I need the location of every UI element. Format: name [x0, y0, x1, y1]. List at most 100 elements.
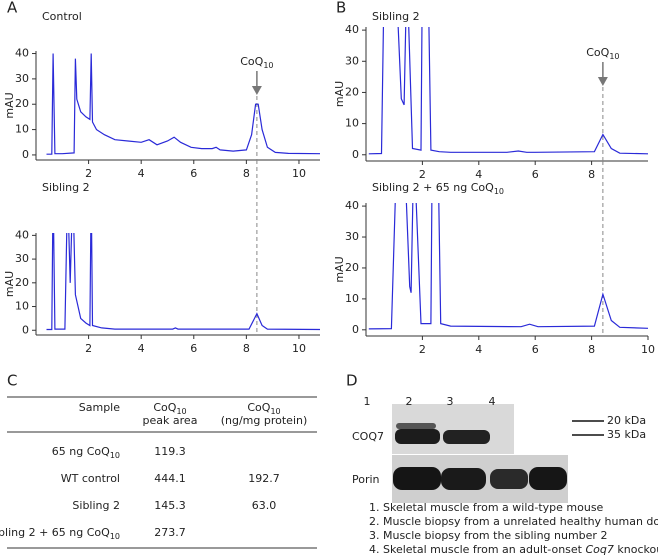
- lane-label: 2: [406, 395, 413, 408]
- table-header: (ng/mg protein): [221, 414, 308, 427]
- lane-label: 1: [364, 395, 371, 408]
- x-tick-label: 4: [138, 342, 145, 355]
- x-tick-label: 8: [243, 342, 250, 355]
- chart-title: Sibling 2: [372, 10, 420, 23]
- table-header: peak area: [143, 414, 198, 427]
- y-axis-label: mAU: [3, 92, 16, 118]
- chart-title: Sibling 2 + 65 ng CoQ10: [372, 181, 504, 196]
- x-tick-label: 2: [419, 168, 426, 181]
- table-cell: Sibling 2 + 65 ng CoQ10: [0, 526, 120, 541]
- protein-label: COQ7: [352, 430, 384, 443]
- x-tick-label: 10: [292, 167, 306, 180]
- y-tick-label: 10: [345, 292, 359, 305]
- chromatogram-line: [368, 27, 648, 155]
- table-cell: 444.1: [154, 472, 186, 485]
- panel-label: A: [7, 0, 18, 17]
- marker-label: 20 kDa: [607, 414, 646, 427]
- x-tick-label: 10: [641, 343, 655, 356]
- chromatogram-line: [46, 233, 320, 331]
- y-tick-label: 0: [22, 323, 29, 336]
- y-tick-label: 0: [22, 148, 29, 161]
- table-header-part: (ng/mg protein): [221, 414, 308, 427]
- x-tick-label: 2: [85, 342, 92, 355]
- legend-item-part: Coq7: [586, 543, 614, 556]
- lane-label: 3: [447, 395, 454, 408]
- y-tick-label: 20: [15, 276, 29, 289]
- peak-annotation-part: CoQ: [586, 46, 609, 59]
- table-header-part: 10: [270, 407, 280, 416]
- x-tick-label: 4: [475, 168, 482, 181]
- y-tick-label: 30: [15, 252, 29, 265]
- y-tick-label: 40: [15, 47, 29, 60]
- x-tick-label: 6: [190, 342, 197, 355]
- y-tick-label: 0: [352, 148, 359, 161]
- y-tick-label: 20: [345, 261, 359, 274]
- table-cell: 65 ng CoQ10: [52, 445, 120, 460]
- chart-title-part: Sibling 2: [42, 181, 90, 194]
- table-header: Sample: [79, 401, 120, 414]
- table-header-part: peak area: [143, 414, 198, 427]
- chromatogram: Sibling 2 mAU 0 10 20 30 40 2 4 6 8 10: [3, 160, 320, 355]
- legend-item-part: 4. Skeletal muscle from an adult-onset: [369, 543, 586, 556]
- legend-item: 4. Skeletal muscle from an adult-onset C…: [369, 543, 658, 556]
- chromatogram: Sibling 2 + 65 ng CoQ10 mAU 0 10 20 30 40 2 4 6 8 1…: [333, 161, 655, 356]
- chart-title-part: 10: [494, 187, 504, 196]
- chart-title-part: Control: [42, 10, 82, 23]
- panel-label: D: [346, 372, 358, 390]
- legend-item-part: knockout mouse: [614, 543, 658, 556]
- legend-item: 3. Muscle biopsy from the sibling number…: [369, 529, 607, 542]
- table-cell-part: 65 ng CoQ: [52, 445, 110, 458]
- y-tick-label: 0: [352, 323, 359, 336]
- x-tick-label: 6: [532, 168, 539, 181]
- x-tick-label: 10: [292, 342, 306, 355]
- panel-label: B: [336, 0, 346, 17]
- table-cell: WT control: [61, 472, 120, 485]
- y-axis-label: mAU: [333, 81, 346, 107]
- peak-annotation-part: 10: [263, 61, 273, 70]
- table-cell-part: 10: [110, 532, 120, 541]
- y-tick-label: 30: [345, 230, 359, 243]
- x-tick-label: 2: [419, 343, 426, 356]
- y-tick-label: 10: [15, 123, 29, 136]
- chart-title: Control: [42, 10, 82, 23]
- peak-annotation: CoQ10: [586, 46, 619, 61]
- x-tick-label: 8: [588, 168, 595, 181]
- peak-annotation-part: 10: [609, 52, 619, 61]
- x-tick-label: 2: [85, 167, 92, 180]
- legend-item: 2. Muscle biopsy from a unrelated health…: [369, 515, 658, 528]
- table-cell-part: 10: [110, 451, 120, 460]
- x-tick-label: 4: [475, 343, 482, 356]
- table-cell-part: Sibling 2 + 65 ng CoQ: [0, 526, 110, 539]
- y-tick-label: 30: [345, 54, 359, 67]
- table-header-part: Sample: [79, 401, 120, 414]
- annotation-arrowhead: [251, 86, 262, 95]
- chart-title: Sibling 2: [42, 181, 90, 194]
- peak-annotation-part: CoQ: [240, 55, 263, 68]
- table-cell: 145.3: [154, 499, 186, 512]
- table-header: CoQ10: [153, 401, 186, 416]
- y-tick-label: 40: [345, 199, 359, 212]
- table-cell: 63.0: [252, 499, 277, 512]
- y-axis-label: mAU: [3, 271, 16, 297]
- lane-label: 4: [489, 395, 496, 408]
- chromatogram-line: [46, 53, 320, 155]
- y-tick-label: 10: [345, 117, 359, 130]
- legend-item-part: 3. Muscle biopsy from the sibling number…: [369, 529, 607, 542]
- legend-item-part: 1. Skeletal muscle from a wild-type mous…: [369, 501, 604, 514]
- table-cell: Sibling 2: [72, 499, 120, 512]
- y-tick-label: 40: [15, 228, 29, 241]
- table-header-part: CoQ: [247, 401, 270, 414]
- chromatogram-line: [368, 203, 648, 330]
- y-tick-label: 40: [345, 23, 359, 36]
- annotation-arrowhead: [597, 77, 608, 86]
- y-axis-label: mAU: [333, 256, 346, 282]
- table-cell: 192.7: [248, 472, 280, 485]
- table-header: CoQ10: [247, 401, 280, 416]
- panel-label: C: [7, 372, 17, 390]
- legend-item-part: 2. Muscle biopsy from a unrelated health…: [369, 515, 658, 528]
- x-tick-label: 8: [588, 343, 595, 356]
